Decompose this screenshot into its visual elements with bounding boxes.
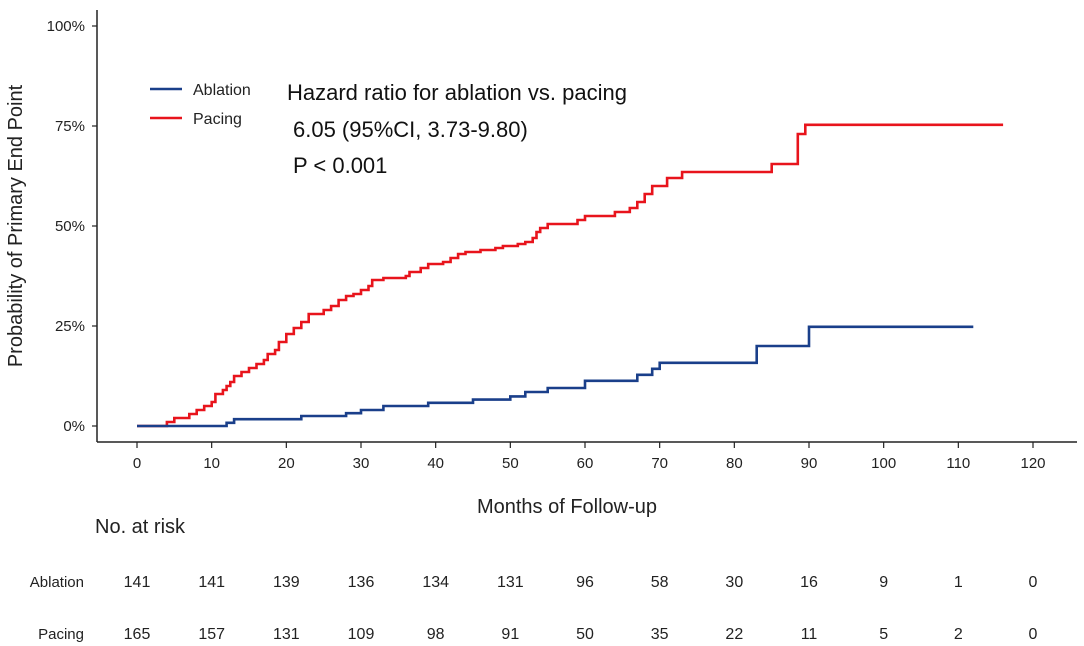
- x-tick-label: 40: [427, 455, 444, 472]
- risk-cell: 165: [124, 626, 151, 643]
- risk-cell: 134: [422, 574, 449, 591]
- risk-cell: 22: [725, 626, 743, 643]
- x-tick-label: 90: [801, 455, 818, 472]
- annotation-line-3: P < 0.001: [293, 153, 387, 178]
- risk-cell: 9: [879, 574, 888, 591]
- x-tick-label: 70: [651, 455, 668, 472]
- y-axis-title: Probability of Primary End Point: [5, 84, 27, 367]
- y-tick-label: 75%: [55, 118, 85, 135]
- risk-row-label-pacing: Pacing: [38, 626, 84, 643]
- risk-cell: 98: [427, 626, 445, 643]
- risk-cell: 96: [576, 574, 594, 591]
- risk-cell: 50: [576, 626, 594, 643]
- annotation-line-1: Hazard ratio for ablation vs. pacing: [287, 80, 627, 105]
- x-tick-label: 0: [133, 455, 141, 472]
- legend-label-ablation: Ablation: [193, 82, 251, 99]
- y-tick-label: 0%: [63, 418, 85, 435]
- risk-cell: 0: [1029, 626, 1038, 643]
- legend: Ablation Pacing: [150, 82, 251, 128]
- risk-cell: 16: [800, 574, 818, 591]
- x-tick-label: 120: [1020, 455, 1045, 472]
- x-tick-label: 50: [502, 455, 519, 472]
- series-lines: [137, 123, 1004, 428]
- x-tick-label: 110: [946, 455, 970, 472]
- risk-cell: 5: [879, 626, 888, 643]
- x-tick-label: 100: [871, 455, 896, 472]
- x-tick-label: 30: [353, 455, 370, 472]
- risk-cell: 91: [501, 626, 519, 643]
- risk-cell: 0: [1029, 574, 1038, 591]
- risk-row-label-ablation: Ablation: [30, 574, 84, 591]
- risk-cell: 141: [124, 574, 151, 591]
- risk-cell: 157: [198, 626, 225, 643]
- risk-cell: 139: [273, 574, 300, 591]
- series-line-ablation: [137, 325, 974, 428]
- x-ticks: 0 10 20 30 40 50 60 70 80 90 100 110 120: [133, 442, 1046, 472]
- risk-cell: 2: [954, 626, 963, 643]
- risk-cell: 1: [954, 574, 963, 591]
- risk-cell: 136: [348, 574, 375, 591]
- y-ticks: 0% 25% 50% 75% 100%: [47, 18, 97, 435]
- risk-cell: 58: [651, 574, 669, 591]
- hazard-annotation: Hazard ratio for ablation vs. pacing 6.0…: [287, 80, 627, 178]
- risk-table: Ablation 141 141 139 136 134 131 96 58 30 16 9 1 0Pac…: [30, 574, 1038, 643]
- annotation-line-2: 6.05 (95%CI, 3.73-9.80): [293, 117, 528, 142]
- risk-table-title: No. at risk: [95, 516, 186, 538]
- y-tick-label: 50%: [55, 218, 85, 235]
- risk-cell: 131: [273, 626, 300, 643]
- risk-cell: 30: [725, 574, 743, 591]
- risk-cell: 11: [801, 626, 818, 643]
- legend-label-pacing: Pacing: [193, 111, 242, 128]
- y-tick-label: 25%: [55, 318, 85, 335]
- risk-cell: 141: [198, 574, 225, 591]
- series-line-pacing: [137, 123, 1004, 428]
- risk-cell: 131: [497, 574, 524, 591]
- y-tick-label: 100%: [47, 18, 85, 35]
- x-axis-title: Months of Follow-up: [477, 496, 657, 518]
- x-tick-label: 60: [577, 455, 594, 472]
- risk-cell: 35: [651, 626, 669, 643]
- x-tick-label: 80: [726, 455, 743, 472]
- x-tick-label: 20: [278, 455, 295, 472]
- risk-cell: 109: [348, 626, 375, 643]
- x-tick-label: 10: [203, 455, 220, 472]
